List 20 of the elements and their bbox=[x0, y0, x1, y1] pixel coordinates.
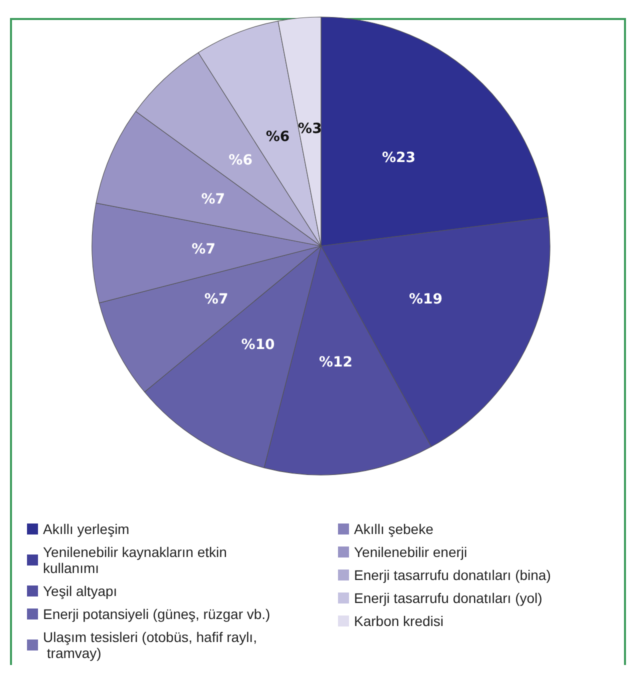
legend-label: Enerji potansiyeli (güneş, rüzgar vb.) bbox=[43, 606, 270, 622]
data-label: %12 bbox=[318, 354, 352, 371]
legend-label: Karbon kredisi bbox=[354, 613, 444, 629]
data-label: %10 bbox=[241, 337, 276, 354]
legend-label: Ulaşım tesisleri (otobüs, hafif raylı, tramvay) bbox=[43, 629, 257, 661]
data-label: %7 bbox=[192, 242, 216, 258]
legend-label: Yenilenebilir enerji bbox=[354, 544, 468, 560]
legend-label: Akıllı şebeke bbox=[354, 521, 434, 537]
data-label: %6 bbox=[228, 152, 252, 168]
data-label: %7 bbox=[201, 191, 226, 208]
legend-label: Yeşil altyapı bbox=[43, 583, 118, 599]
legend-label: Enerji tasarrufu donatıları (bina) bbox=[354, 567, 551, 583]
data-label: %7 bbox=[204, 291, 228, 308]
data-label: %6 bbox=[266, 128, 290, 145]
legend-label: Enerji tasarrufu donatıları (yol) bbox=[354, 590, 542, 606]
legend-label: Akıllı yerleşim bbox=[43, 521, 130, 537]
data-label: %3 bbox=[298, 121, 322, 138]
legend-label: Yenilenebilir kaynakların etkin kullanımı bbox=[43, 544, 231, 576]
data-label: %23 bbox=[382, 150, 416, 166]
data-label: %19 bbox=[408, 291, 442, 308]
